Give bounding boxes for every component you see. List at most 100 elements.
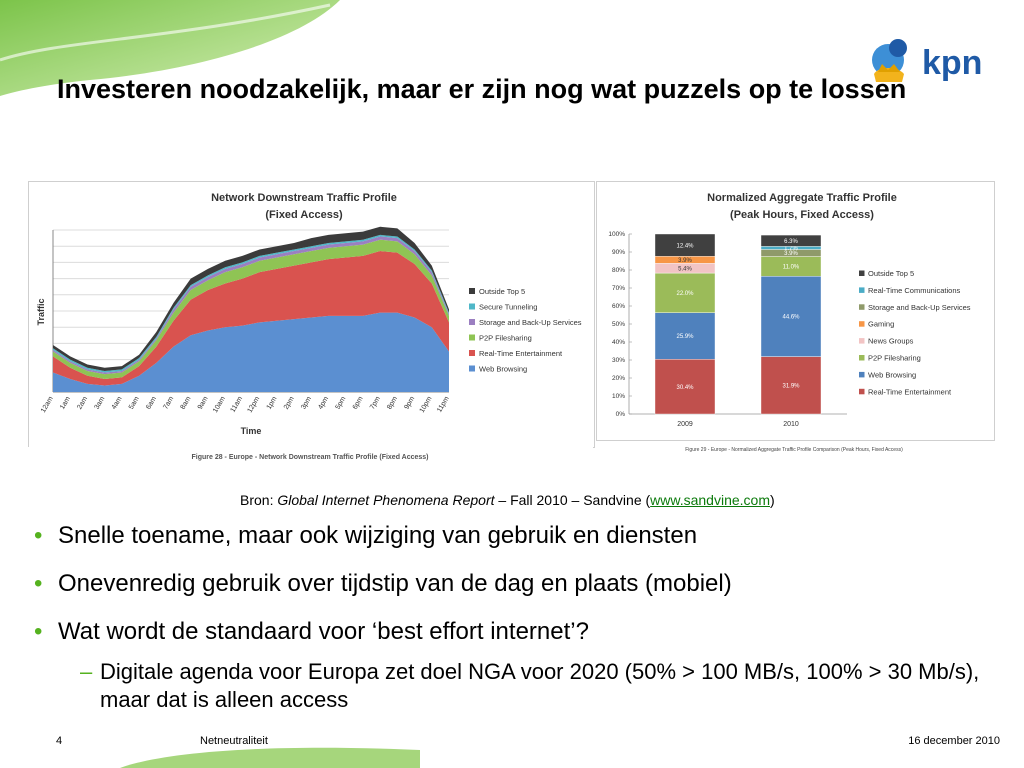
legend-swatch	[469, 365, 475, 372]
y-tick-label: 100%	[608, 231, 625, 238]
y-tick-label: 90%	[612, 249, 625, 256]
x-tick-label: 11am	[230, 395, 245, 413]
x-tick-label: 11pm	[436, 395, 451, 413]
area-chart-svg: Network Downstream Traffic Profile (Fixe…	[36, 192, 582, 436]
legend-swatch	[469, 288, 475, 294]
y-tick-label: 80%	[612, 267, 625, 274]
caption-text: Figure 28 - Europe - Network Downstream …	[191, 454, 428, 461]
x-tick-label: 3pm	[300, 395, 313, 410]
data-label: 1.7%	[784, 246, 798, 252]
data-label: 3.9%	[784, 251, 798, 257]
legend-label: Storage and Back-Up Services	[868, 303, 971, 312]
y-tick-label: 70%	[612, 285, 625, 292]
y-tick-label: 50%	[612, 321, 625, 328]
bar-chart-svg: Normalized Aggregate Traffic Profile (Pe…	[608, 192, 971, 428]
x-tick-label: 5pm	[335, 395, 348, 410]
kpn-logo: kpn	[872, 39, 982, 82]
legend-swatch	[469, 334, 475, 341]
traffic-profile-chart: Network Downstream Traffic Profile (Fixe…	[28, 181, 595, 448]
source-suffix: )	[769, 492, 775, 508]
data-label: 25.9%	[676, 334, 694, 340]
x-tick-label: 7pm	[369, 395, 382, 410]
legend-label: Web Browsing	[479, 365, 527, 374]
legend-swatch	[469, 350, 475, 356]
source-prefix: Bron:	[240, 492, 278, 508]
legend-label: News Groups	[868, 337, 914, 346]
legend-label: Web Browsing	[868, 370, 916, 379]
bullet-text: Onevenredig gebruik over tijdstip van de…	[58, 570, 732, 597]
data-label: 30.4%	[676, 385, 694, 391]
y-tick-label: 20%	[612, 375, 625, 382]
chart-title: Normalized Aggregate Traffic Profile	[707, 192, 897, 204]
bar-segment-real-time-entertainment	[654, 359, 716, 415]
area-storage-and-back-up-services	[53, 236, 449, 375]
x-tick-label: 9am	[197, 395, 210, 410]
x-tick-label: 5am	[128, 395, 141, 410]
x-tick-label: 1pm	[266, 395, 279, 410]
bullet-item: • Wat wordt de standaard voor ‘best effor…	[34, 616, 1004, 648]
y-tick-label: 60%	[612, 303, 625, 310]
x-tick-label: 1am	[59, 395, 72, 410]
footer-date: 16 december 2010	[908, 735, 1000, 747]
area-real-time-entertainment	[53, 251, 449, 386]
x-tick-label: 9pm	[403, 395, 416, 410]
x-tick-label: 6am	[145, 395, 158, 410]
bar-segment-outside-top-5	[654, 233, 716, 257]
bullet-item: • Onevenredig gebruik over tijdstip van d…	[34, 568, 1004, 600]
green-swoosh-decoration	[0, 0, 340, 96]
data-label: 12.4%	[676, 243, 694, 249]
bullet-glyph: •	[34, 522, 43, 549]
x-tick-label: 4pm	[317, 395, 330, 410]
legend: Outside Top 5 Secure Tunneling Storage and…	[469, 287, 582, 374]
green-swoosh-bottom	[120, 747, 420, 768]
chart-subtitle: (Peak Hours, Fixed Access)	[730, 209, 874, 221]
legend-label: Real-Time Entertainment	[868, 387, 952, 396]
x-tick-label: 3am	[94, 395, 107, 410]
legend-label: Real-Time Communications	[868, 286, 960, 295]
bullet-glyph: •	[34, 570, 43, 597]
figure-caption-left: Figure 28 - Europe - Network Downstream …	[191, 454, 428, 461]
legend-swatch	[859, 338, 865, 344]
bar-segment-p2p-filesharing	[654, 272, 716, 313]
sub-bullet-glyph: –	[80, 659, 93, 684]
y-tick-label: 30%	[612, 357, 625, 364]
source-citation: Bron: Global Internet Phenomena Report –…	[240, 491, 1000, 509]
legend-swatch	[469, 303, 475, 310]
source-link[interactable]: www.sandvine.com	[650, 492, 770, 508]
x-tick-label: 6pm	[352, 395, 365, 410]
normalized-traffic-chart: Normalized Aggregate Traffic Profile (Pe…	[596, 181, 995, 441]
source-report: Global Internet Phenomena Report	[277, 492, 495, 508]
bullet-text: Wat wordt de standaard voor ‘best effort…	[58, 618, 589, 645]
legend: Outside Top 5 Real-Time Communications Sto…	[859, 269, 971, 396]
bullet-item: • Snelle toename, maar ook wijziging van …	[34, 520, 1004, 552]
bar-segment-real-time-entertainment	[760, 356, 822, 415]
source-middle: – Fall 2010 – Sandvine (	[494, 492, 651, 508]
x-tick-label: 12pm	[247, 395, 262, 414]
sub-bullet-item: – Digitale agenda voor Europa zet doel NG…	[80, 658, 1004, 714]
x-tick-label: 4am	[111, 395, 124, 410]
y-tick-label: 0%	[616, 411, 626, 418]
bar-segment-web-browsing	[654, 312, 716, 360]
area-outside-top-5	[53, 226, 449, 371]
bullet-text: Snelle toename, maar ook wijziging van g…	[58, 522, 698, 549]
x-tick-label: 10pm	[419, 395, 434, 414]
legend-label: Real-Time Entertainment	[479, 349, 563, 358]
logo-text: kpn	[922, 44, 982, 82]
area-series	[53, 226, 449, 392]
x-tick-label: 2pm	[283, 395, 296, 410]
y-axis-label: Traffic	[36, 298, 46, 325]
data-label: 22.0%	[676, 291, 694, 297]
legend-swatch	[469, 319, 475, 325]
legend-swatch	[859, 321, 865, 327]
legend-swatch	[859, 355, 865, 361]
legend-swatch	[859, 388, 865, 395]
x-tick-label: 2009	[677, 421, 693, 428]
y-tick-label: 10%	[612, 393, 625, 400]
chart-title: Network Downstream Traffic Profile	[211, 192, 397, 204]
x-tick-label: 10am	[212, 395, 227, 414]
x-axis-label: Time	[241, 426, 262, 436]
legend-swatch	[859, 287, 865, 293]
x-tick-label: 2010	[783, 421, 799, 428]
data-label: 5.4%	[678, 266, 692, 272]
area-web-browsing	[53, 312, 449, 392]
